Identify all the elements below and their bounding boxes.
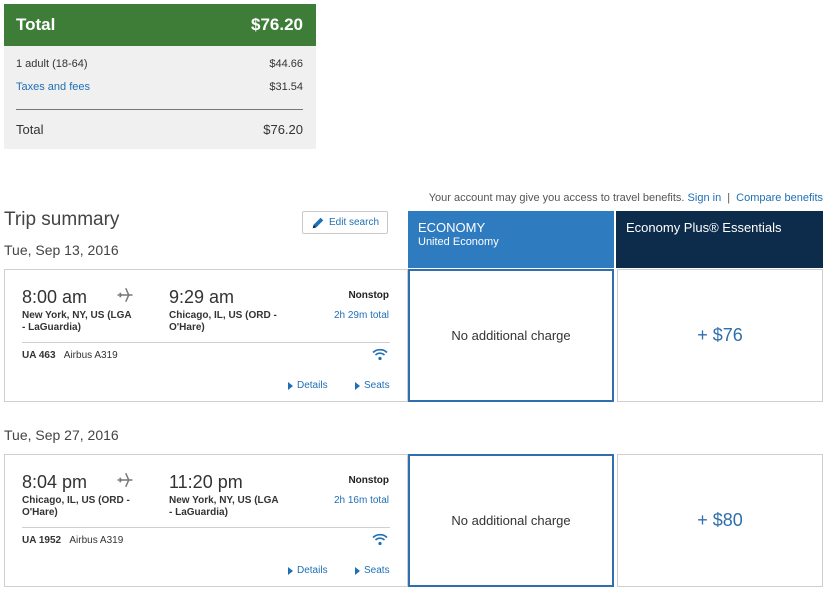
triangle-right-icon [288, 566, 293, 575]
seats-link[interactable]: Seats [355, 380, 390, 391]
total-header-amount: $76.20 [251, 15, 303, 34]
economy-plus-column-header[interactable]: Economy Plus® Essentials [616, 211, 823, 268]
fare-row-taxes: Taxes and fees $31.54 [16, 81, 303, 93]
fare-row-adult: 1 adult (18-64) $44.66 [16, 58, 303, 70]
benefits-notice: Your account may give you access to trav… [429, 192, 823, 204]
details-label: Details [297, 565, 328, 576]
flight-number: UA 463 [22, 350, 56, 361]
triangle-right-icon [355, 381, 360, 390]
flight-date: Tue, Sep 27, 2016 [4, 427, 119, 443]
price-divider [16, 109, 303, 110]
seats-label: Seats [364, 565, 390, 576]
benefits-text: Your account may give you access to trav… [428, 192, 685, 204]
benefits-separator: | [727, 192, 731, 204]
details-link[interactable]: Details [288, 380, 328, 391]
economy-fare-cell[interactable]: No additional charge [408, 454, 614, 587]
aircraft: Airbus A319 [69, 535, 124, 546]
fare-amount: $44.66 [269, 58, 303, 70]
total-header-label: Total [16, 15, 56, 34]
triangle-right-icon [355, 566, 360, 575]
plane-icon [117, 287, 133, 303]
plane-icon [117, 472, 133, 488]
flight-info: UA 1952 Airbus A319 [22, 535, 123, 546]
economy-fare-price: No additional charge [451, 513, 571, 528]
wifi-icon [372, 348, 388, 361]
arrive-city: Chicago, IL, US (ORD - O'Hare) [169, 310, 277, 333]
economy-plus-fare-cell[interactable]: + $76 [617, 269, 823, 402]
stops-label: Nonstop [348, 475, 389, 486]
economy-title: ECONOMY [418, 220, 486, 235]
duration-link[interactable]: 2h 29m total [333, 310, 389, 321]
total-amount: $76.20 [263, 122, 303, 137]
seats-label: Seats [364, 380, 390, 391]
edit-search-button[interactable]: Edit search [302, 211, 388, 234]
card-divider [22, 342, 390, 343]
economy-plus-fare-price: + $80 [697, 510, 743, 530]
flight-card: 8:04 pm 11:20 pm Chicago, IL, US (ORD - … [4, 454, 408, 587]
total-label: Total [16, 122, 44, 137]
seats-link[interactable]: Seats [355, 565, 390, 576]
economy-fare-price: No additional charge [451, 328, 571, 343]
pencil-icon [312, 217, 324, 228]
economy-plus-fare-cell[interactable]: + $80 [617, 454, 823, 587]
depart-time: 8:04 pm [22, 472, 88, 492]
wifi-icon [372, 533, 388, 546]
flight-number: UA 1952 [22, 535, 62, 546]
economy-column-header[interactable]: ECONOMY United Economy [408, 211, 614, 268]
details-label: Details [297, 380, 328, 391]
card-divider [22, 527, 390, 528]
economy-subtitle: United Economy [418, 236, 499, 248]
details-link[interactable]: Details [288, 565, 328, 576]
arrive-city: New York, NY, US (LGA - LaGuardia) [169, 495, 279, 518]
fare-label: 1 adult (18-64) [16, 58, 88, 70]
depart-city: New York, NY, US (LGA - LaGuardia) [22, 310, 132, 333]
price-summary: Total $76.20 1 adult (18-64) $44.66 Taxe… [4, 4, 316, 149]
flight-date: Tue, Sep 13, 2016 [4, 242, 119, 258]
sign-in-link[interactable]: Sign in [687, 192, 722, 204]
arrive-time: 9:29 am [169, 287, 235, 307]
arrive-time: 11:20 pm [169, 472, 243, 492]
triangle-right-icon [288, 381, 293, 390]
price-total-row: Total $76.20 [16, 122, 303, 137]
economy-plus-title: Economy Plus® Essentials [626, 220, 782, 235]
stops-label: Nonstop [348, 290, 389, 301]
compare-benefits-link[interactable]: Compare benefits [736, 192, 823, 204]
edit-search-label: Edit search [328, 217, 380, 228]
flight-info: UA 463 Airbus A319 [22, 350, 118, 361]
price-summary-header: Total $76.20 [4, 4, 316, 46]
duration-link[interactable]: 2h 16m total [333, 495, 389, 506]
economy-fare-cell[interactable]: No additional charge [408, 269, 614, 402]
economy-plus-fare-price: + $76 [697, 325, 743, 345]
aircraft: Airbus A319 [63, 350, 118, 361]
taxes-and-fees-link[interactable]: Taxes and fees [16, 81, 90, 93]
depart-time: 8:00 am [22, 287, 88, 307]
flight-card: 8:00 am 9:29 am New York, NY, US (LGA - … [4, 269, 408, 402]
fare-amount: $31.54 [269, 81, 303, 93]
trip-summary-title: Trip summary [4, 209, 120, 230]
depart-city: Chicago, IL, US (ORD - O'Hare) [22, 495, 130, 518]
